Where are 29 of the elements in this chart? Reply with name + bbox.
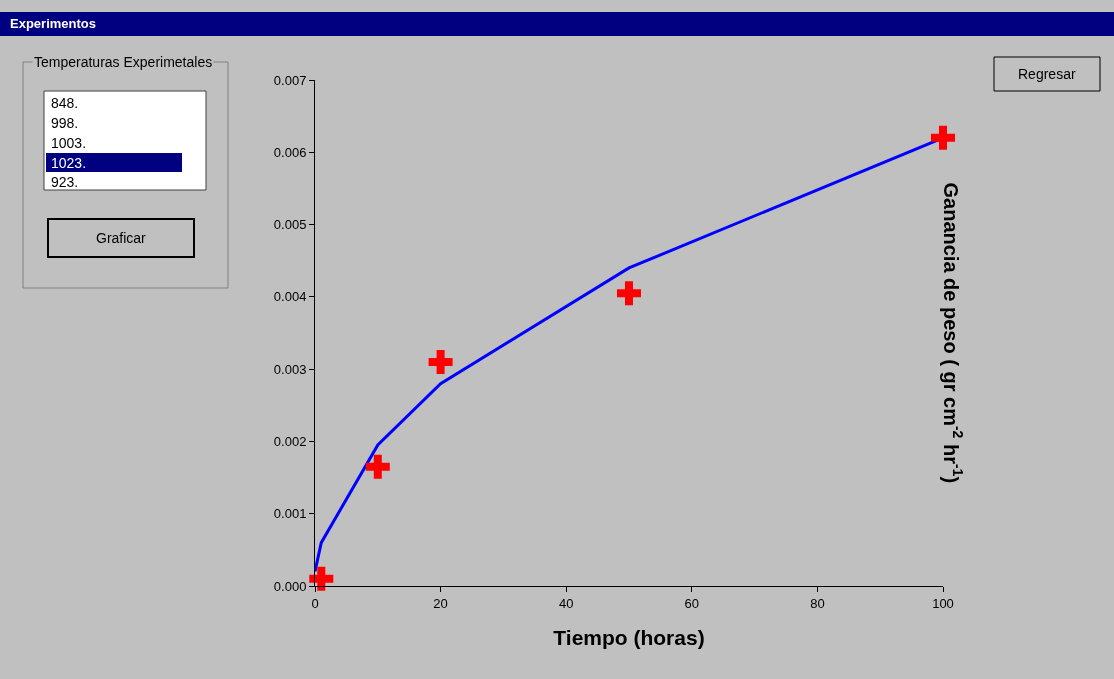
x-tick-label: 80 [810,595,825,611]
y-tick-label: 0.001 [273,506,307,522]
x-tick-label: 0 [311,595,319,611]
x-tick-label: 20 [433,595,448,611]
y-tick-label: 0.004 [273,289,307,305]
x-tick-label: 60 [684,595,700,611]
point [365,454,390,479]
point [309,566,334,591]
point [428,349,453,374]
text: 848. [51,95,79,111]
x-axis-title: Tiempo (horas) [553,625,705,649]
x-tick-label: 100 [932,595,954,611]
text: 998. [51,115,79,131]
y-tick-label: 0.007 [273,72,307,88]
text: 1003. [51,135,87,151]
text: Temperaturas Experimetales [34,54,213,70]
point [931,125,955,150]
text: 923. [51,174,79,190]
text: 1023. [51,155,87,171]
y-tick-label: 0.000 [273,578,307,594]
y-tick-label: 0.005 [273,217,307,233]
y-tick-label: 0.003 [273,361,307,377]
point [617,281,641,306]
y-tick-label: 0.006 [273,144,307,160]
text: Experimentos [10,16,96,31]
y-tick-label: 0.002 [273,433,307,449]
x-tick-label: 40 [558,595,574,611]
text: Regresar [1018,66,1076,82]
text: Graficar [96,230,147,246]
